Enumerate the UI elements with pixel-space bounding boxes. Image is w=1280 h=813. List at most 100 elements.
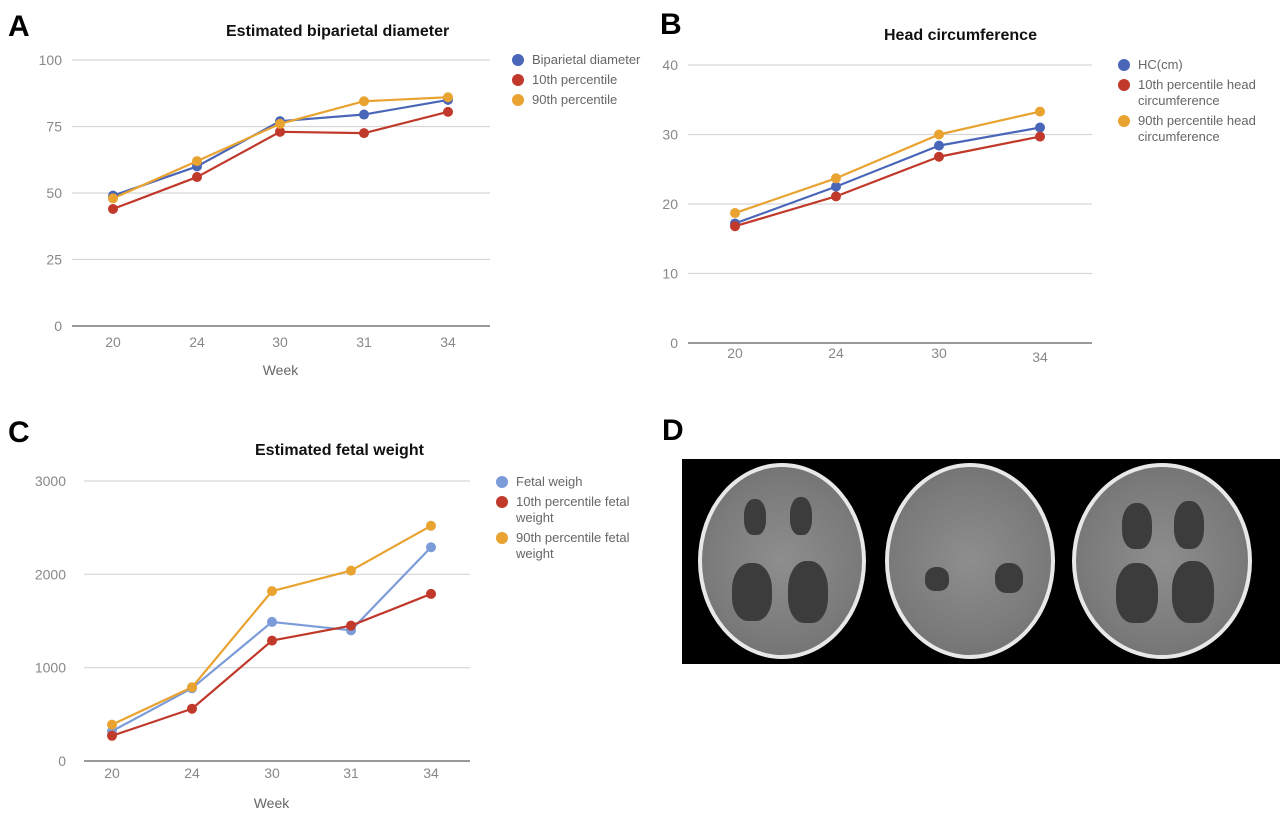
ct-scan-images xyxy=(682,459,1280,664)
chart-a-legend-item-2: 90th percentile xyxy=(510,92,660,108)
chart-c-xtick-4: 34 xyxy=(423,765,439,781)
chart-b-legend-swatch-2 xyxy=(1118,115,1130,127)
chart-c-xlabel: Week xyxy=(254,795,291,811)
chart-c-legend-item-0: Fetal weigh xyxy=(494,474,654,490)
panel-label-b: B xyxy=(660,8,682,41)
chart-b-legend: HC(cm) 10th percentile head circumference… xyxy=(1116,57,1280,149)
chart-b-legend-item-1: 10th percentile head circumference xyxy=(1116,77,1280,109)
chart-b-legend-label-0: HC(cm) xyxy=(1138,57,1183,72)
chart-c-series-1-point-0 xyxy=(107,730,117,741)
chart-a-xtick-1: 24 xyxy=(189,334,205,350)
chart-b-plot: 0 10 20 30 40 20 24 30 34 xyxy=(662,57,1092,365)
chart-a-ytick-0: 0 xyxy=(54,318,62,334)
chart-a-series-2-point-4 xyxy=(443,92,453,103)
chart-b-series-1-line xyxy=(734,135,1041,228)
chart-a-legend-label-2: 90th percentile xyxy=(532,92,618,107)
chart-b-legend-item-0: HC(cm) xyxy=(1116,57,1280,73)
ct-slice-1-ventricle-right xyxy=(790,497,812,535)
chart-c-plot: 0 1000 2000 3000 20 24 30 31 34 Week xyxy=(35,473,470,811)
chart-a-series-2-line xyxy=(112,96,449,200)
chart-b-ytick-3: 30 xyxy=(662,127,678,143)
chart-b-title: Head circumference xyxy=(884,27,1037,44)
chart-head-circumference: Head circumference 0 10 20 30 40 20 24 30 34 HC(… xyxy=(640,0,1280,400)
chart-c-xtick-0: 20 xyxy=(104,765,120,781)
chart-b-series-1-point-0 xyxy=(730,221,740,232)
chart-a-legend-item-1: 10th percentile xyxy=(510,72,660,88)
chart-c-title: Estimated fetal weight xyxy=(255,442,424,459)
chart-a-series-2-point-1 xyxy=(192,156,202,167)
chart-c-series-0-point-4 xyxy=(426,542,436,553)
ct-slice-2-ventricle-left xyxy=(925,567,949,591)
chart-c-legend-item-1: 10th percentile fetal weight xyxy=(494,494,654,526)
ct-slice-3-ventricle-left xyxy=(1122,503,1152,549)
chart-c-series-2-point-3 xyxy=(346,565,356,576)
chart-b-xtick-3: 34 xyxy=(1032,349,1048,365)
chart-c-legend-label-2: 90th percentile fetal weight xyxy=(516,530,630,561)
chart-b-series-1-point-3 xyxy=(1035,131,1045,142)
chart-a-series-0-point-3 xyxy=(359,109,369,120)
chart-biparietal-diameter: Estimated biparietal diameter 0 25 50 75 100… xyxy=(0,0,660,400)
ct-slice-1-ventricle-left xyxy=(744,499,766,535)
ct-slice-3 xyxy=(1072,463,1252,659)
chart-a-legend-label-1: 10th percentile xyxy=(532,72,618,87)
chart-c-series-2-point-0 xyxy=(107,719,117,730)
chart-a-xtick-0: 20 xyxy=(105,334,121,350)
chart-c-legend-label-0: Fetal weigh xyxy=(516,474,583,489)
chart-a-ytick-4: 100 xyxy=(39,52,63,68)
chart-b-legend-swatch-1 xyxy=(1118,79,1130,91)
chart-b-series-2-point-2 xyxy=(934,129,944,140)
chart-c-series-2-point-2 xyxy=(267,586,277,597)
chart-c-legend-item-2: 90th percentile fetal weight xyxy=(494,530,654,562)
panel-label-a: A xyxy=(8,10,30,43)
chart-b-xtick-1: 24 xyxy=(828,345,844,361)
chart-b-ytick-1: 10 xyxy=(662,266,678,282)
chart-c-legend-swatch-1 xyxy=(496,496,508,508)
chart-c-xtick-3: 31 xyxy=(343,765,359,781)
chart-b-ytick-4: 40 xyxy=(662,57,678,73)
chart-c-legend: Fetal weigh 10th percentile fetal weight 9… xyxy=(494,474,654,566)
chart-a-title: Estimated biparietal diameter xyxy=(226,23,450,40)
ct-slice-1-horn-right xyxy=(788,561,828,623)
chart-a-xlabel: Week xyxy=(263,362,300,378)
chart-b-series-2-point-3 xyxy=(1035,106,1045,117)
chart-a-series-1-point-4 xyxy=(443,106,453,117)
chart-c-xtick-2: 30 xyxy=(264,765,280,781)
chart-b-series-1-point-1 xyxy=(831,191,841,202)
chart-c-series-2-point-4 xyxy=(426,520,436,531)
chart-a-series-2-point-2 xyxy=(275,118,285,129)
chart-c-series-1-line xyxy=(111,592,432,737)
ct-slice-3-ventricle-right xyxy=(1174,501,1204,549)
chart-b-series-0-line xyxy=(734,126,1041,225)
chart-a-series-2-point-0 xyxy=(108,193,118,204)
chart-c-legend-label-1: 10th percentile fetal weight xyxy=(516,494,630,525)
chart-a-ytick-1: 25 xyxy=(46,252,62,268)
chart-b-legend-label-1: 10th percentile head circumference xyxy=(1138,77,1256,108)
chart-c-series-1-point-3 xyxy=(346,620,356,631)
chart-c-ytick-0: 0 xyxy=(58,753,66,769)
chart-a-series-1-point-1 xyxy=(192,172,202,183)
chart-a-legend-swatch-2 xyxy=(512,94,524,106)
chart-b-series-2-point-1 xyxy=(831,173,841,184)
chart-a-xtick-3: 31 xyxy=(356,334,372,350)
chart-fetal-weight: Estimated fetal weight 0 1000 2000 3000 20 24… xyxy=(0,400,660,813)
chart-a-legend-swatch-0 xyxy=(512,54,524,66)
chart-b-series-1-point-2 xyxy=(934,151,944,162)
ct-slice-2-ventricle-right xyxy=(995,563,1023,593)
chart-a-plot: 0 25 50 75 100 20 24 30 31 34 Week xyxy=(39,52,490,378)
chart-a-series-1-point-0 xyxy=(108,203,118,214)
chart-b-series-2-line xyxy=(734,110,1041,215)
chart-a-xtick-4: 34 xyxy=(440,334,456,350)
chart-b-series-2-point-0 xyxy=(730,208,740,219)
chart-c-ytick-3: 3000 xyxy=(35,473,66,489)
chart-c-series-0-point-2 xyxy=(267,616,277,627)
chart-b-ytick-0: 0 xyxy=(670,335,678,351)
chart-b-legend-label-2: 90th percentile head circumference xyxy=(1138,113,1256,144)
chart-a-ytick-3: 75 xyxy=(46,119,62,135)
chart-c-series-1-point-4 xyxy=(426,588,436,599)
chart-c-legend-swatch-0 xyxy=(496,476,508,488)
chart-c-ytick-1: 1000 xyxy=(35,660,66,676)
chart-a-series-0-line xyxy=(112,98,449,197)
chart-c-legend-swatch-2 xyxy=(496,532,508,544)
chart-b-xtick-2: 30 xyxy=(931,345,947,361)
chart-b-xtick-0: 20 xyxy=(727,345,743,361)
